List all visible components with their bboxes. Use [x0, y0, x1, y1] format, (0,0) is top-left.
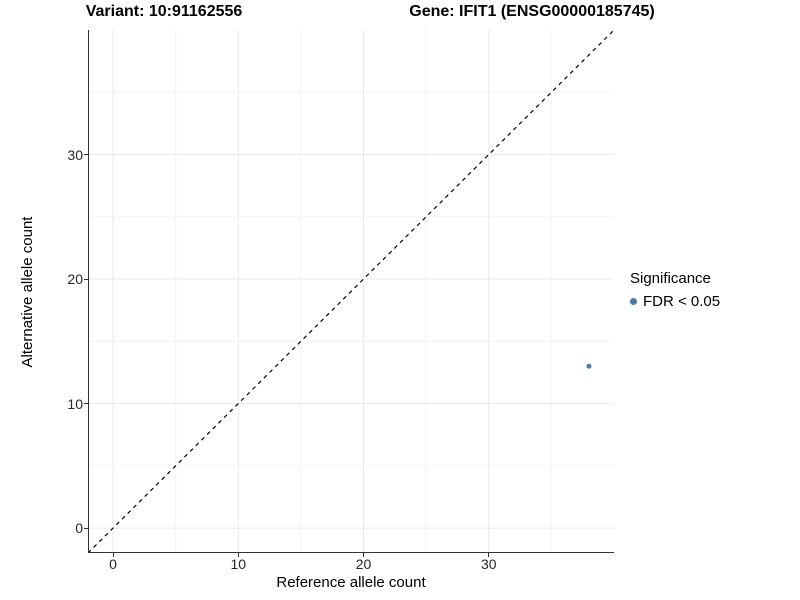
- x-tick-mark: [112, 553, 114, 557]
- identity-line: [88, 30, 614, 553]
- y-tick-label: 10: [67, 395, 83, 412]
- x-tick-label: 20: [355, 556, 372, 572]
- y-axis-title: Alternative allele count: [19, 216, 36, 368]
- data-point: [586, 363, 592, 369]
- plot-title-variant: Variant: 10:91162556: [85, 3, 243, 20]
- x-tick-mark: [363, 553, 365, 557]
- plot-panel: [88, 30, 614, 553]
- x-tick-label: 10: [230, 556, 247, 572]
- x-tick-label: 30: [480, 556, 497, 572]
- legend-point-icon: [630, 297, 637, 305]
- y-tick-mark: [84, 278, 88, 280]
- x-axis-title: Reference allele count: [276, 574, 426, 591]
- x-tick-label: 0: [109, 556, 117, 572]
- y-tick-label: 30: [67, 146, 83, 163]
- y-tick-label: 20: [67, 271, 83, 288]
- legend-item-label: FDR < 0.05: [643, 292, 721, 310]
- legend-item: FDR < 0.05: [630, 291, 720, 311]
- y-tick-label: 0: [75, 520, 83, 537]
- plot-title-gene: Gene: IFIT1 (ENSG00000185745): [409, 3, 655, 20]
- legend-title: Significance: [630, 270, 711, 287]
- x-tick-mark: [237, 553, 239, 557]
- y-tick-mark: [84, 154, 88, 156]
- legend: Significance FDR < 0.05: [630, 269, 720, 311]
- y-tick-mark: [84, 403, 88, 405]
- x-tick-mark: [488, 553, 490, 557]
- y-tick-mark: [84, 527, 88, 529]
- plot-canvas: [88, 30, 614, 553]
